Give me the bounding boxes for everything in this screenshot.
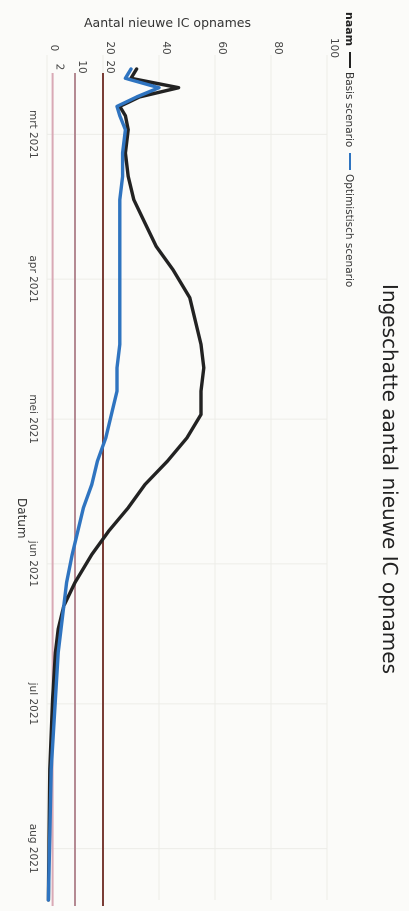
x-tick-label: jun 2021 — [27, 540, 39, 587]
x-tick-label: aug 2021 — [27, 824, 39, 874]
y-tick-label: 20 — [104, 41, 116, 54]
series-line-basis — [46, 67, 206, 902]
series-line-optimistisch — [46, 67, 161, 902]
y-tick-label: 60 — [216, 41, 228, 54]
reference-line-label-10: 10 — [76, 60, 88, 73]
y-axis-label: Aantal nieuwe IC opnames — [84, 15, 251, 30]
legend-title: naam — [343, 12, 356, 46]
y-ticks: 0 20 40 60 80 100 — [48, 38, 340, 58]
series — [46, 67, 206, 902]
x-tick-label: mei 2021 — [27, 394, 39, 444]
reference-line-label-20: 20 — [104, 60, 116, 73]
x-tick-label: mrt 2021 — [27, 110, 39, 159]
x-ticks: mrt 2021 apr 2021 mei 2021 jun 2021 jul 2021… — [27, 110, 39, 874]
y-tick-label: 100 — [328, 38, 340, 58]
y-tick-label: 40 — [160, 41, 172, 54]
x-tick-label: apr 2021 — [27, 255, 39, 302]
legend: naam Basis scenario Optimistisch scenari… — [343, 12, 356, 287]
reference-lines: 2 10 20 — [51, 60, 116, 906]
x-tick-label: jul 2021 — [27, 682, 39, 726]
chart-title: Ingeschatte aantal nieuwe IC opnames — [378, 284, 402, 674]
reference-line-label-2: 2 — [54, 64, 66, 71]
legend-label-optimistisch: Optimistisch scenario — [343, 174, 355, 287]
y-tick-label: 80 — [272, 41, 284, 54]
x-axis-label: Datum — [15, 498, 29, 539]
grid — [46, 55, 328, 900]
legend-label-basis: Basis scenario — [343, 72, 355, 147]
y-tick-label: 0 — [48, 45, 60, 52]
